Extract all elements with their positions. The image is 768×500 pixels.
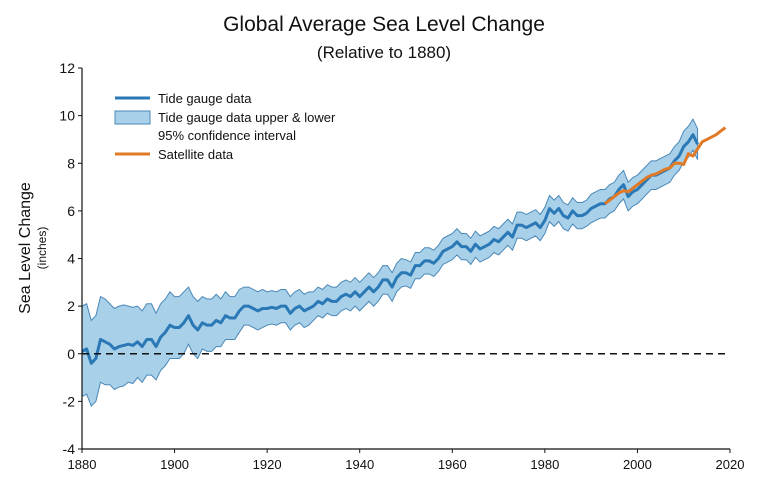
legend-label-band: Tide gauge data upper & lower (158, 110, 336, 125)
x-tick-label: 2020 (716, 457, 745, 472)
y-tick-label: 8 (67, 155, 75, 171)
y-tick-label: -2 (63, 393, 76, 409)
x-tick-label: 2000 (623, 457, 652, 472)
x-tick-label: 1900 (160, 457, 189, 472)
x-tick-label: 1960 (438, 457, 467, 472)
legend-label-tide: Tide gauge data (158, 91, 252, 106)
chart-subtitle: (Relative to 1880) (317, 43, 451, 62)
x-tick-label: 1880 (68, 457, 97, 472)
chart-title: Global Average Sea Level Change (223, 13, 545, 36)
y-axis-unit: (inches) (35, 227, 49, 270)
legend-swatch-band (114, 110, 151, 125)
y-tick-label: 6 (67, 203, 75, 219)
x-tick-label: 1920 (253, 457, 282, 472)
y-tick-label: 12 (59, 60, 75, 76)
x-tick-label: 1940 (345, 457, 374, 472)
legend-label-band-2: 95% confidence interval (158, 128, 296, 143)
legend-label-satellite: Satellite data (158, 147, 234, 162)
y-tick-label: -4 (63, 441, 76, 457)
x-tick-label: 1980 (530, 457, 559, 472)
confidence-band (81, 118, 699, 408)
y-tick-label: 4 (67, 251, 75, 267)
tide-gauge-line (81, 133, 699, 365)
y-tick-label: 0 (67, 346, 75, 362)
legend: Tide gauge data Tide gauge data upper & … (114, 91, 336, 162)
y-tick-label: 10 (59, 108, 75, 124)
y-axis-label: Sea Level Change (17, 182, 34, 314)
y-tick-label: 2 (67, 298, 75, 314)
satellite-line (604, 126, 727, 205)
